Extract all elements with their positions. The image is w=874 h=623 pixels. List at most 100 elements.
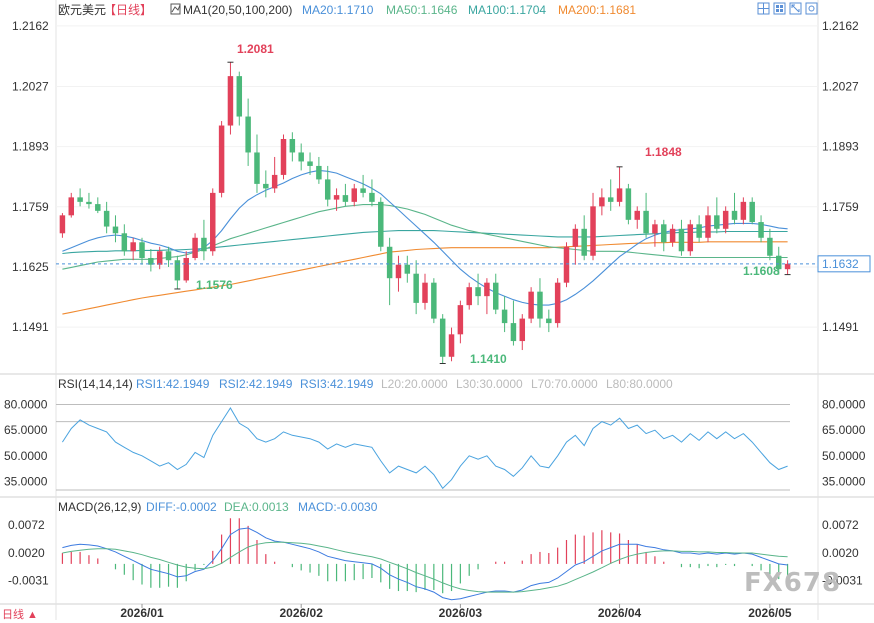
candle-body (493, 282, 499, 310)
candle (95, 197, 101, 214)
candle-body (448, 334, 455, 357)
price-grid (56, 25, 818, 328)
candle-body (86, 201, 92, 205)
candle-body (174, 260, 181, 281)
date-label: 2026/05 (748, 606, 792, 620)
candle-body (139, 242, 145, 258)
macd-axis: 0.0072 0.0072 0.0020 0.0020 -0.0031 -0.0031 (8, 518, 863, 588)
chart-header: 欧元美元 【日线】 MA1(20,50,100,200) MA20:1.1710… (58, 3, 636, 17)
candle-body (386, 246, 393, 279)
candle (563, 242, 570, 288)
candle (431, 278, 437, 324)
candle-body (501, 309, 508, 324)
candle-body (749, 201, 755, 223)
rsi1-line (61, 407, 788, 490)
candle-body (165, 251, 172, 261)
candle-body (731, 210, 738, 220)
candle (378, 197, 384, 252)
candle (77, 188, 83, 207)
candle-body (148, 257, 154, 265)
grid-icon[interactable] (773, 2, 786, 15)
candle (457, 300, 464, 344)
candle (404, 255, 411, 283)
candle-body (528, 291, 534, 319)
candle-body (599, 197, 605, 207)
period-label[interactable]: 【日线】 (104, 3, 152, 17)
candle (298, 143, 304, 171)
candle (581, 215, 587, 261)
candle (112, 215, 119, 243)
candle (271, 156, 278, 193)
candle (192, 233, 198, 261)
candle-body (696, 224, 702, 238)
candle (68, 192, 75, 218)
crosshair-icon[interactable] (757, 2, 770, 15)
candle-body (775, 255, 782, 270)
rsi-tick-right: 50.0000 (822, 449, 866, 463)
ma-settings-label[interactable]: MA1(20,50,100,200) (183, 3, 292, 17)
ma20-line (62, 169, 788, 306)
candle (705, 206, 711, 243)
candle-body (714, 215, 720, 229)
settings-icon[interactable] (805, 2, 818, 15)
svg-text:日线 ▲: 日线 ▲ (2, 607, 38, 620)
candle-body (351, 188, 357, 202)
candle (386, 237, 393, 306)
candle-body (705, 215, 711, 238)
rsi-l20: L20:20.0000 (381, 377, 448, 391)
price-tick-right: 1.2162 (822, 19, 859, 33)
candle-body (784, 263, 791, 270)
candle-body (554, 282, 561, 324)
candle (59, 213, 66, 238)
candle-body (395, 264, 402, 279)
candle-body (643, 210, 649, 234)
macd-diff-line (62, 527, 788, 601)
ma200-value: MA200:1.1681 (558, 3, 636, 17)
candle-body (607, 197, 614, 202)
chart-toolbar (757, 2, 818, 15)
candle (254, 134, 260, 193)
candle-body (77, 197, 83, 202)
candle-body (210, 192, 216, 252)
candle (554, 278, 561, 328)
rsi-axis: 80.0000 80.0000 65.0000 65.0000 50.0000 50.00… (4, 398, 866, 489)
candle (678, 219, 685, 256)
ma50-line (62, 204, 788, 270)
scroll-left-icon[interactable]: 日线 ▲ (2, 607, 38, 621)
ma-icon[interactable] (170, 3, 181, 15)
ma20-value: MA20:1.1710 (302, 3, 374, 17)
candle-body (590, 206, 596, 256)
candle (669, 224, 676, 247)
candle (696, 215, 702, 243)
candle-body (457, 305, 464, 335)
candle-body (422, 282, 428, 303)
candle-body (537, 291, 543, 319)
candle-body (413, 273, 419, 303)
macd-label[interactable]: MACD(26,12,9) (58, 500, 141, 514)
expand-icon[interactable] (789, 2, 802, 15)
candle (475, 273, 481, 306)
candle-body (316, 165, 322, 180)
candle (616, 166, 623, 207)
candle-body (563, 246, 570, 283)
candle-body (342, 195, 349, 202)
macd-dea-line (62, 541, 788, 593)
rsi-label[interactable]: RSI(14,14,14) (58, 377, 133, 391)
candlesticks[interactable] (59, 61, 791, 365)
rsi-l70: L70:70.0000 (531, 377, 598, 391)
candle-body (572, 228, 579, 247)
candle-body (280, 138, 287, 175)
candle-body (263, 183, 269, 189)
candle (280, 134, 287, 180)
candle (740, 197, 747, 225)
candle-body (519, 318, 526, 342)
candle (439, 314, 446, 364)
date-label: 2026/01 (120, 606, 164, 620)
price-tick-right: 1.1893 (822, 140, 859, 154)
macd-header: MACD(26,12,9) DIFF:-0.0002 DEA:0.0013 MA… (58, 500, 378, 514)
ma100-line (62, 230, 788, 255)
candle (422, 273, 428, 310)
candle (218, 121, 225, 198)
